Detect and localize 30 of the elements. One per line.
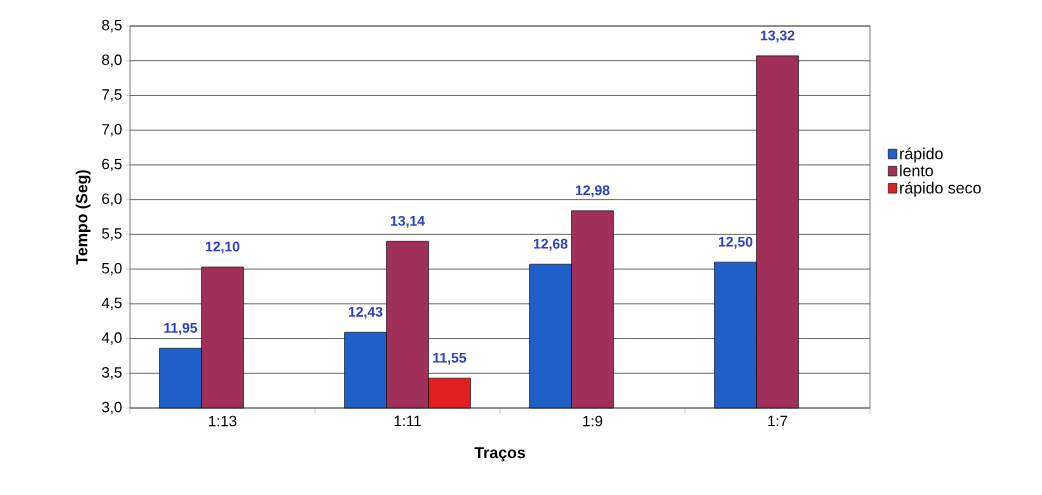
annotation: 12,68: [533, 238, 568, 251]
x-tick-label: 1:7: [768, 415, 788, 427]
y-tick-label: 7,0: [102, 124, 122, 137]
y-tick-label: 7,5: [102, 89, 122, 102]
x-axis-title: Traços: [474, 447, 526, 462]
y-tick-label: 8,5: [102, 19, 122, 33]
y-tick-label: 3,5: [102, 367, 122, 380]
annotation: 12,50: [718, 236, 753, 249]
x-tick-label: 1:11: [394, 415, 421, 427]
y-tick-label: 4,5: [101, 297, 122, 310]
annotation: 12,10: [205, 241, 240, 254]
y-tick-label: 8,0: [102, 54, 122, 67]
y-tick-label: 4,0: [101, 332, 122, 345]
legend-label: lento: [900, 164, 933, 177]
y-tick-label: 5,0: [102, 262, 122, 276]
legend-label: rápido seco: [900, 181, 981, 197]
annotation: 13,14: [390, 215, 425, 228]
y-axis-title: Tempo (Seg): [75, 170, 91, 265]
y-tick-label: 3,0: [102, 401, 122, 415]
legend-label: rápido: [900, 147, 943, 163]
annotation: 12,43: [348, 306, 383, 319]
annotation: 12,98: [575, 185, 610, 198]
annotation: 11,55: [433, 352, 467, 365]
y-tick-label: 6,5: [102, 158, 122, 172]
y-tick-label: 6,0: [102, 193, 122, 206]
annotation: 13,32: [760, 30, 795, 43]
x-tick-label: 1:13: [209, 415, 237, 427]
y-tick-label: 5,5: [102, 228, 122, 241]
x-tick-label: 1:9: [583, 415, 603, 427]
annotation: 11,95: [164, 322, 198, 335]
